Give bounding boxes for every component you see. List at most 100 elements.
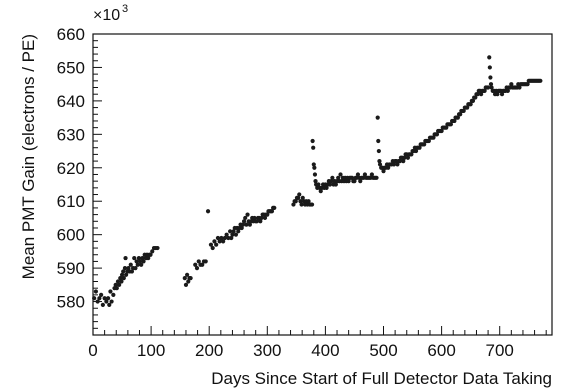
data-point	[215, 235, 221, 241]
data-point	[134, 259, 139, 264]
data-point	[381, 169, 386, 174]
data-point	[210, 245, 215, 251]
data-point	[272, 205, 277, 211]
x-tick-label: 0	[88, 341, 97, 360]
data-point	[99, 292, 104, 297]
data-point	[100, 302, 105, 307]
data-point	[376, 148, 381, 154]
data-point	[538, 78, 543, 83]
data-point	[525, 82, 530, 87]
data-point	[121, 269, 126, 274]
data-point	[401, 158, 406, 164]
data-point	[104, 299, 109, 304]
data-point	[240, 222, 246, 227]
data-point	[113, 282, 118, 287]
data-point	[185, 272, 190, 277]
data-point	[121, 276, 126, 281]
data-point	[338, 172, 343, 177]
x-tick-label: 400	[311, 341, 339, 360]
data-point	[327, 182, 333, 187]
data-point	[309, 202, 315, 207]
y-tick-label: 610	[57, 192, 85, 211]
data-point	[350, 175, 355, 180]
data-point	[196, 259, 201, 264]
data-point	[188, 276, 193, 281]
data-point	[119, 279, 124, 284]
data-point	[137, 259, 143, 264]
data-point	[247, 222, 252, 227]
data-point	[123, 255, 128, 261]
data-point	[509, 82, 514, 87]
x-axis-title: Days Since Start of Full Detector Data T…	[211, 369, 552, 388]
data-point	[108, 289, 113, 294]
data-point	[95, 299, 100, 304]
y-tick-label: 650	[57, 58, 85, 77]
data-point	[102, 296, 107, 301]
data-point	[473, 95, 478, 100]
y-tick-label: 640	[57, 92, 85, 111]
data-point	[461, 108, 466, 114]
data-point	[129, 269, 135, 274]
data-point	[205, 209, 211, 214]
data-point	[318, 189, 323, 194]
data-point	[148, 252, 153, 257]
data-point	[221, 239, 226, 244]
data-point	[269, 209, 275, 214]
data-point	[458, 112, 463, 117]
data-point	[405, 155, 411, 160]
data-point	[517, 85, 522, 90]
data-point	[124, 272, 129, 277]
data-point	[362, 172, 368, 177]
plot-frame	[92, 33, 553, 336]
data-point	[297, 192, 302, 197]
y-tick-label: 600	[57, 226, 85, 245]
data-points	[92, 55, 543, 307]
y-axis-multiplier: ×10	[93, 7, 120, 24]
data-point	[324, 185, 329, 190]
data-point	[228, 229, 233, 234]
x-tick-label: 700	[486, 341, 514, 360]
data-point	[448, 122, 454, 127]
data-point	[244, 222, 249, 227]
data-point	[135, 262, 140, 267]
data-point	[374, 175, 379, 180]
data-point	[479, 92, 484, 97]
data-point	[229, 235, 234, 241]
data-point	[259, 215, 264, 221]
data-point	[193, 262, 198, 267]
data-point	[488, 75, 493, 80]
data-point	[312, 172, 318, 177]
data-point	[397, 158, 402, 164]
data-point	[115, 279, 121, 284]
x-tick-label: 300	[253, 341, 281, 360]
data-point	[106, 296, 111, 301]
data-point	[386, 165, 391, 170]
data-point	[293, 199, 298, 204]
data-point	[208, 242, 214, 247]
data-point	[336, 175, 341, 180]
data-point	[395, 162, 400, 167]
data-point	[262, 215, 268, 221]
data-point	[488, 82, 494, 87]
data-point	[150, 249, 155, 254]
data-point	[455, 115, 460, 120]
x-axis: 0 100 200 300 400 500 600 700	[88, 326, 547, 360]
data-point	[224, 232, 229, 237]
data-point	[358, 179, 363, 184]
x-tick-label: 100	[137, 341, 165, 360]
data-point	[203, 259, 208, 264]
data-point	[499, 92, 505, 97]
data-point	[236, 229, 241, 234]
data-point	[119, 272, 125, 277]
data-point	[377, 158, 382, 164]
data-point	[413, 148, 419, 154]
data-point	[444, 125, 449, 130]
data-point	[311, 162, 316, 167]
data-point	[313, 179, 318, 184]
data-point	[495, 92, 500, 97]
data-point	[306, 199, 311, 204]
data-point	[222, 235, 227, 241]
data-point	[118, 276, 123, 281]
data-point	[146, 255, 151, 261]
y-tick-label: 620	[57, 159, 85, 178]
